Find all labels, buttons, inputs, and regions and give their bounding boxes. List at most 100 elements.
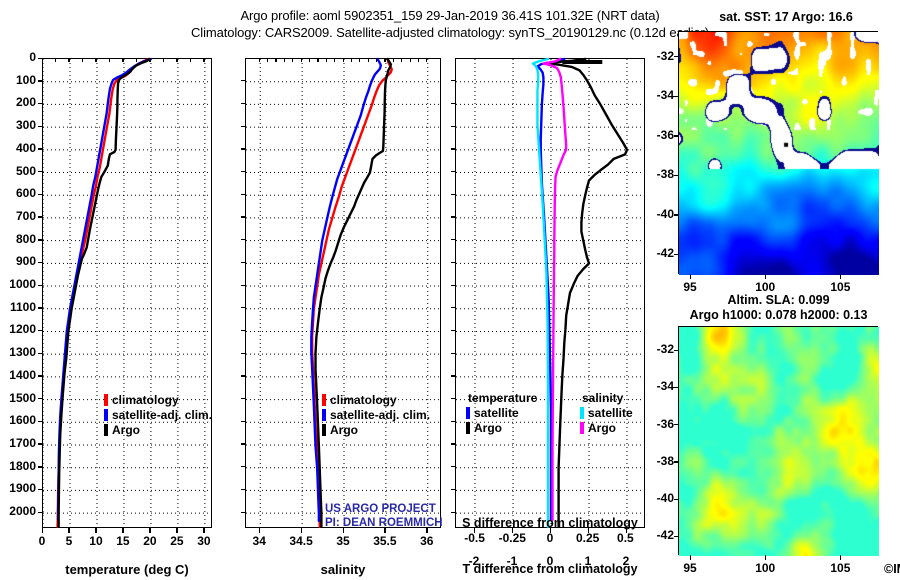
tick-mark xyxy=(38,511,43,513)
tick-mark xyxy=(625,528,627,533)
tick-label: 15 xyxy=(116,534,130,548)
tick-mark xyxy=(451,420,456,422)
tick-mark xyxy=(674,535,679,538)
salinity-gridlines xyxy=(246,59,442,529)
sla-map-title-1: Altim. SLA: 0.099 xyxy=(727,293,830,307)
legend-item: Argo xyxy=(580,420,633,435)
tick-mark xyxy=(38,307,43,309)
tick-mark xyxy=(451,102,456,105)
tick-mark xyxy=(122,58,124,62)
tick-mark xyxy=(451,125,456,127)
difference-salinity-label: S difference from climatology xyxy=(462,516,638,530)
tick-label: 100 xyxy=(755,561,776,575)
tick-mark xyxy=(674,56,679,58)
tick-mark xyxy=(451,443,456,445)
tick-label: 30 xyxy=(197,534,211,548)
tick-mark xyxy=(38,239,43,241)
tick-label: -36 xyxy=(656,416,674,431)
legend-item: Argo xyxy=(466,420,537,435)
legend-header-temperature: temperature xyxy=(468,391,538,405)
tick-mark xyxy=(203,58,205,62)
tick-label: 0 xyxy=(29,50,36,64)
tick-mark xyxy=(162,58,165,62)
tick-mark xyxy=(38,148,43,150)
salinity-curves xyxy=(310,57,393,528)
tick-label: 400 xyxy=(15,140,36,155)
tick-label: -42 xyxy=(656,528,674,543)
tick-mark xyxy=(38,261,43,264)
tick-label: -0.25 xyxy=(498,531,526,545)
tick-label: -40 xyxy=(656,491,674,506)
tick-mark xyxy=(241,261,246,264)
temperature-axis-label: temperature (deg C) xyxy=(65,562,189,577)
tick-mark xyxy=(241,125,246,127)
legend-label: Argo xyxy=(330,422,358,437)
tick-label: 0.25 xyxy=(576,531,600,545)
copyright-stamp: ©IMOS 08-Feb-2019 11:39:37 xyxy=(884,560,900,578)
tick-label: -2 xyxy=(468,554,480,568)
copyright-text: ©IMOS 08-Feb-2019 11:39:37 xyxy=(884,562,900,576)
legend-label: satellite xyxy=(474,405,519,420)
tick-label: 35 xyxy=(336,534,350,548)
climatology-swatch xyxy=(104,393,108,406)
tick-label: 1400 xyxy=(9,367,36,382)
tick-mark xyxy=(451,239,456,241)
tick-mark xyxy=(38,216,43,218)
tick-mark xyxy=(342,528,344,533)
tick-mark xyxy=(674,135,679,137)
legend-item: satellite xyxy=(466,405,537,420)
pi-annotation: PI: DEAN ROEMMICH xyxy=(325,517,443,529)
legend-item: Argo xyxy=(104,422,212,437)
tick-label: 1900 xyxy=(9,481,36,496)
tick-mark xyxy=(451,80,456,82)
tick-mark xyxy=(426,58,428,62)
tick-label: 35.5 xyxy=(373,534,397,548)
legend-item: satellite xyxy=(580,405,633,420)
tick-mark xyxy=(38,193,43,196)
tick-mark xyxy=(176,528,178,533)
tick-mark xyxy=(409,58,411,62)
tick-mark xyxy=(38,57,43,59)
tick-label: 100 xyxy=(755,280,776,294)
tick-label: 105 xyxy=(830,280,851,294)
tick-mark xyxy=(300,58,302,62)
tick-mark xyxy=(451,398,456,400)
tick-mark xyxy=(674,174,679,177)
tick-label: 300 xyxy=(15,118,36,133)
tick-mark xyxy=(95,528,97,533)
difference-temperature-label: T difference from climatology xyxy=(462,562,638,576)
sla-heatmap xyxy=(679,327,879,556)
legend-item: climatology xyxy=(104,392,212,407)
tick-mark xyxy=(258,528,261,533)
tick-mark xyxy=(189,58,192,62)
tick-mark xyxy=(451,352,456,354)
tick-label: 36 xyxy=(420,534,434,548)
salinity-argo-swatch xyxy=(580,421,584,434)
argo-swatch xyxy=(322,423,326,436)
satellite-adj-swatch xyxy=(104,408,108,421)
tick-label: 1700 xyxy=(9,435,36,450)
tick-mark xyxy=(426,528,428,533)
tick-mark xyxy=(241,216,246,218)
legend-label: climatology xyxy=(112,392,179,407)
tick-label: 1800 xyxy=(9,458,36,473)
tick-mark xyxy=(241,375,246,377)
legend-label: satellite xyxy=(588,405,633,420)
tick-mark xyxy=(38,375,43,377)
legend-label: Argo xyxy=(474,420,502,435)
legend-header-salinity: salinity xyxy=(582,391,624,405)
tick-mark xyxy=(384,58,386,62)
tick-label: 1600 xyxy=(9,413,36,428)
tick-mark xyxy=(325,58,327,62)
tick-mark xyxy=(68,528,70,533)
tick-mark xyxy=(674,424,679,426)
tick-label: 0 xyxy=(546,554,554,568)
tick-label: -32 xyxy=(656,342,674,357)
tick-mark xyxy=(674,498,679,500)
tick-label: -40 xyxy=(656,206,674,221)
tick-label: 0 xyxy=(38,534,46,548)
legend-label: climatology xyxy=(330,392,397,407)
satellite-adj-swatch xyxy=(322,408,326,421)
tick-label: 34 xyxy=(252,534,266,548)
tick-mark xyxy=(451,284,456,286)
